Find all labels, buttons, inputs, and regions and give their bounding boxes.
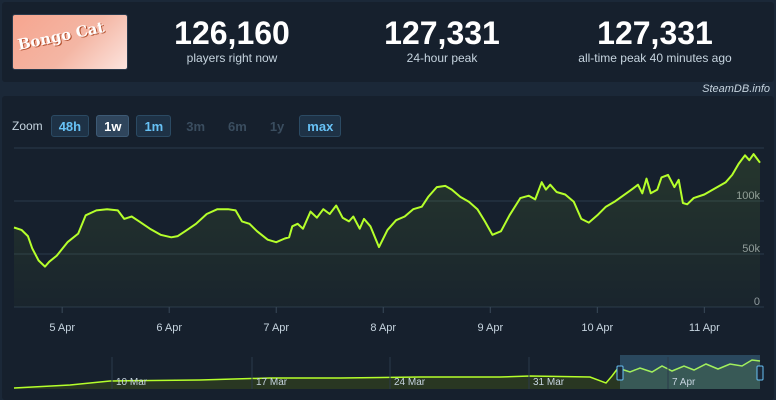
source-link[interactable]: SteamDB.info — [702, 83, 770, 95]
x-tick-label: 8 Apr — [370, 322, 396, 334]
nav-label-24-mar: 24 Mar — [394, 377, 426, 388]
x-tick-label: 7 Apr — [263, 322, 289, 334]
peak-24h-label: 24-hour peak — [406, 51, 478, 65]
zoom-1m-button[interactable]: 1m — [136, 115, 172, 137]
stat-24h-peak: 127,331 24-hour peak — [370, 16, 514, 66]
zoom-controls: Zoom 48h 1w 1m 3m 6m 1y max — [12, 114, 348, 138]
x-tick-label: 6 Apr — [156, 322, 182, 334]
current-players-label: players right now — [186, 51, 278, 65]
nav-label-17-mar: 17 Mar — [256, 377, 288, 388]
zoom-1y-button: 1y — [269, 119, 285, 134]
zoom-label: Zoom — [12, 119, 43, 133]
all-time-peak-label: all-time peak 40 minutes ago — [578, 51, 732, 65]
x-tick-label: 11 Apr — [689, 322, 720, 334]
player-count-area — [14, 154, 760, 307]
game-thumbnail[interactable]: Bongo Cat — [12, 14, 128, 70]
x-axis: 5 Apr 6 Apr 7 Apr 8 Apr 9 Apr 10 Apr 11 Apr — [49, 307, 720, 334]
current-players-value: 126,160 — [174, 15, 290, 51]
x-tick-label: 5 Apr — [49, 322, 75, 334]
zoom-48h-button[interactable]: 48h — [50, 115, 90, 137]
all-time-peak-value: 127,331 — [597, 15, 713, 51]
zoom-1w-button[interactable]: 1w — [96, 115, 130, 137]
stat-current-players: 126,160 players right now — [160, 16, 304, 66]
stat-all-time-peak: 127,331 all-time peak 40 minutes ago — [560, 16, 750, 66]
x-tick-label: 10 Apr — [581, 322, 613, 334]
navigator-right-handle[interactable] — [756, 365, 764, 381]
nav-label-7-apr: 7 Apr — [672, 377, 696, 388]
navigator-left-handle[interactable] — [616, 365, 624, 381]
nav-label-10-mar: 10 Mar — [116, 377, 148, 388]
zoom-6m-button: 6m — [228, 119, 247, 134]
navigator-line — [13, 359, 761, 389]
peak-24h-value: 127,331 — [384, 15, 500, 51]
x-tick-label: 9 Apr — [477, 322, 503, 334]
navigator[interactable]: 10 Mar 17 Mar 24 Mar 31 Mar 7 Apr — [13, 355, 764, 389]
navigator-selection[interactable] — [620, 355, 760, 389]
zoom-max-button[interactable]: max — [299, 115, 342, 137]
zoom-3m-button: 3m — [186, 119, 206, 134]
nav-label-31-mar: 31 Mar — [533, 377, 565, 388]
stats-panel — [2, 2, 774, 82]
player-count-line[interactable] — [13, 153, 761, 268]
navigator-area — [14, 360, 760, 389]
